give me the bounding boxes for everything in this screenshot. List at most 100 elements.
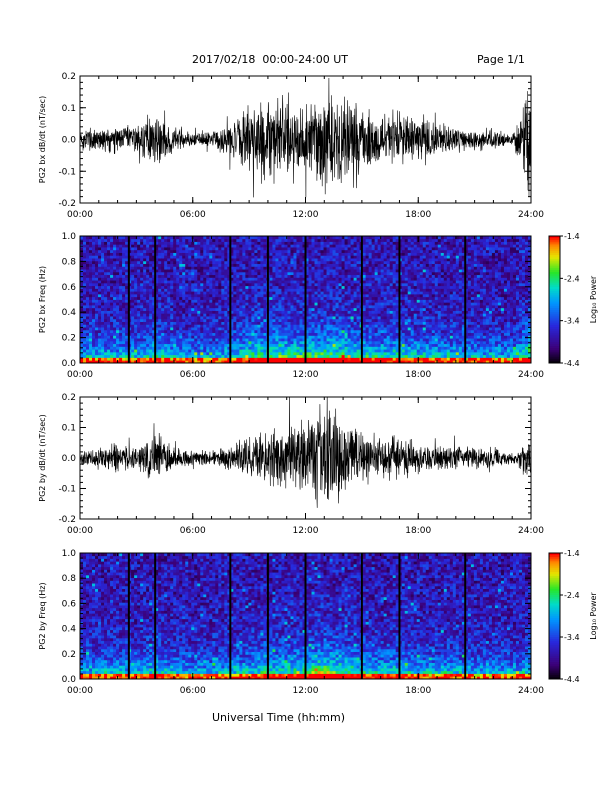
spectrogram-cell <box>125 291 129 295</box>
spectrogram-cell <box>98 327 102 331</box>
spectrogram-cell <box>194 252 198 256</box>
spectrogram-cell <box>107 343 111 347</box>
spectrogram-cell <box>110 288 114 292</box>
spectrogram-cell <box>149 318 153 322</box>
spectrogram-cell <box>395 346 400 350</box>
spectrogram-cell <box>254 296 258 300</box>
spectrogram-cell <box>257 340 261 345</box>
spectrogram-cell <box>353 266 358 270</box>
spectrogram-cell <box>80 236 84 240</box>
spectrogram-cell <box>248 249 252 253</box>
spectrogram-cell <box>101 296 105 300</box>
spectrogram-cell <box>254 346 258 350</box>
spectrogram-cell <box>362 266 367 270</box>
spectrogram-cell <box>311 293 315 298</box>
spectrogram-cell <box>131 255 135 259</box>
spectrogram-cell <box>374 332 379 336</box>
spectrogram-cell <box>218 302 222 306</box>
spectrogram-cell <box>173 335 177 339</box>
spectrogram-cell <box>101 327 105 331</box>
spectrogram-cell <box>311 238 315 242</box>
spectrogram-cell <box>200 318 204 322</box>
spectrogram-cell <box>386 340 391 345</box>
spectrogram-cell <box>137 269 141 273</box>
spectrogram-cell <box>302 285 306 289</box>
spectrogram-cell <box>326 252 330 256</box>
spectrogram-cell <box>299 241 303 245</box>
spectrogram-cell <box>239 346 243 350</box>
spectrogram-cell <box>395 274 400 278</box>
spectrogram-cell <box>173 247 177 251</box>
spectrogram-cell <box>329 241 333 245</box>
spectrogram-cell <box>335 244 339 248</box>
spectrogram-cell <box>356 291 361 295</box>
spectrogram-cell <box>209 307 213 311</box>
spectrogram-cell <box>152 263 156 267</box>
spectrogram-cell <box>122 258 126 262</box>
spectrogram-cell <box>200 349 204 353</box>
spectrogram-cell <box>131 318 135 322</box>
spectrogram-cell <box>368 360 373 364</box>
spectrogram-cell <box>206 360 210 364</box>
series-trace-panel-1: 00:00 06:00 12:00 18:00 24:00-0.2-0.10.00.10… <box>38 72 544 220</box>
spectrogram-cell <box>350 260 355 265</box>
spectrogram-cell <box>194 313 198 317</box>
spectrogram-cell <box>155 266 159 270</box>
spectrogram-cell <box>344 354 348 358</box>
spectrogram-cell <box>125 299 129 303</box>
spectrogram-cell <box>143 360 147 364</box>
spectrogram-cell <box>371 271 376 276</box>
spectrogram-cell <box>338 244 342 248</box>
spectrogram-cell <box>212 269 216 273</box>
spectrogram-cell <box>95 340 99 345</box>
spectrogram-cell <box>230 282 234 287</box>
spectrogram-cell <box>284 247 288 251</box>
spectrogram-cell <box>257 255 261 259</box>
spectrogram-cell <box>98 335 102 339</box>
spectrogram-cell <box>152 274 156 278</box>
spectrogram-cell <box>293 236 297 240</box>
spectrogram-cell <box>305 357 309 361</box>
spectrogram-cell <box>326 266 330 270</box>
spectrogram-cell <box>251 260 255 265</box>
spectrogram-cell <box>239 260 243 265</box>
spectrogram-cell <box>83 305 87 309</box>
spectrogram-cell <box>137 329 141 334</box>
spectrogram-cell <box>161 255 165 259</box>
spectrogram-cell <box>122 288 126 292</box>
spectrogram-cell <box>389 249 394 253</box>
spectrogram-cell <box>224 313 228 317</box>
spectrogram-cell <box>101 329 105 334</box>
page-title: 2017/02/18 00:00-24:00 UT <box>192 53 349 66</box>
spectrogram-cell <box>305 338 309 342</box>
spectrogram-cell <box>275 305 279 309</box>
spectrogram-cell <box>131 258 135 262</box>
spectrogram-cell <box>119 271 123 276</box>
spectrogram-cell <box>89 291 93 295</box>
spectrogram-cell <box>281 335 285 339</box>
spectrogram-cell <box>170 274 174 278</box>
spectrogram-cell <box>323 285 327 289</box>
spectrogram-cell <box>197 351 201 356</box>
spectrogram-cell <box>317 280 321 284</box>
spectrogram-cell <box>269 241 273 245</box>
spectrogram-cell <box>92 360 96 364</box>
spectrogram-cell <box>116 263 120 267</box>
spectrogram-cell <box>194 236 198 240</box>
spectrogram-cell <box>161 241 165 245</box>
spectrogram-cell <box>392 349 397 353</box>
spectrogram-cell <box>182 258 186 262</box>
spectrogram-cell <box>302 332 306 336</box>
spectrogram-cell <box>206 277 210 281</box>
spectrogram-cell <box>281 282 285 287</box>
spectrogram-cell <box>284 313 288 317</box>
spectrogram-cell <box>362 332 367 336</box>
spectrogram-cell <box>122 282 126 287</box>
spectrogram-cell <box>209 338 213 342</box>
spectrogram-cell <box>113 288 117 292</box>
spectrogram-cell <box>161 318 165 322</box>
spectrogram-cell <box>293 291 297 295</box>
spectrogram-cell <box>161 291 165 295</box>
spectrogram-cell <box>389 305 394 309</box>
spectrogram-cell <box>179 293 183 298</box>
